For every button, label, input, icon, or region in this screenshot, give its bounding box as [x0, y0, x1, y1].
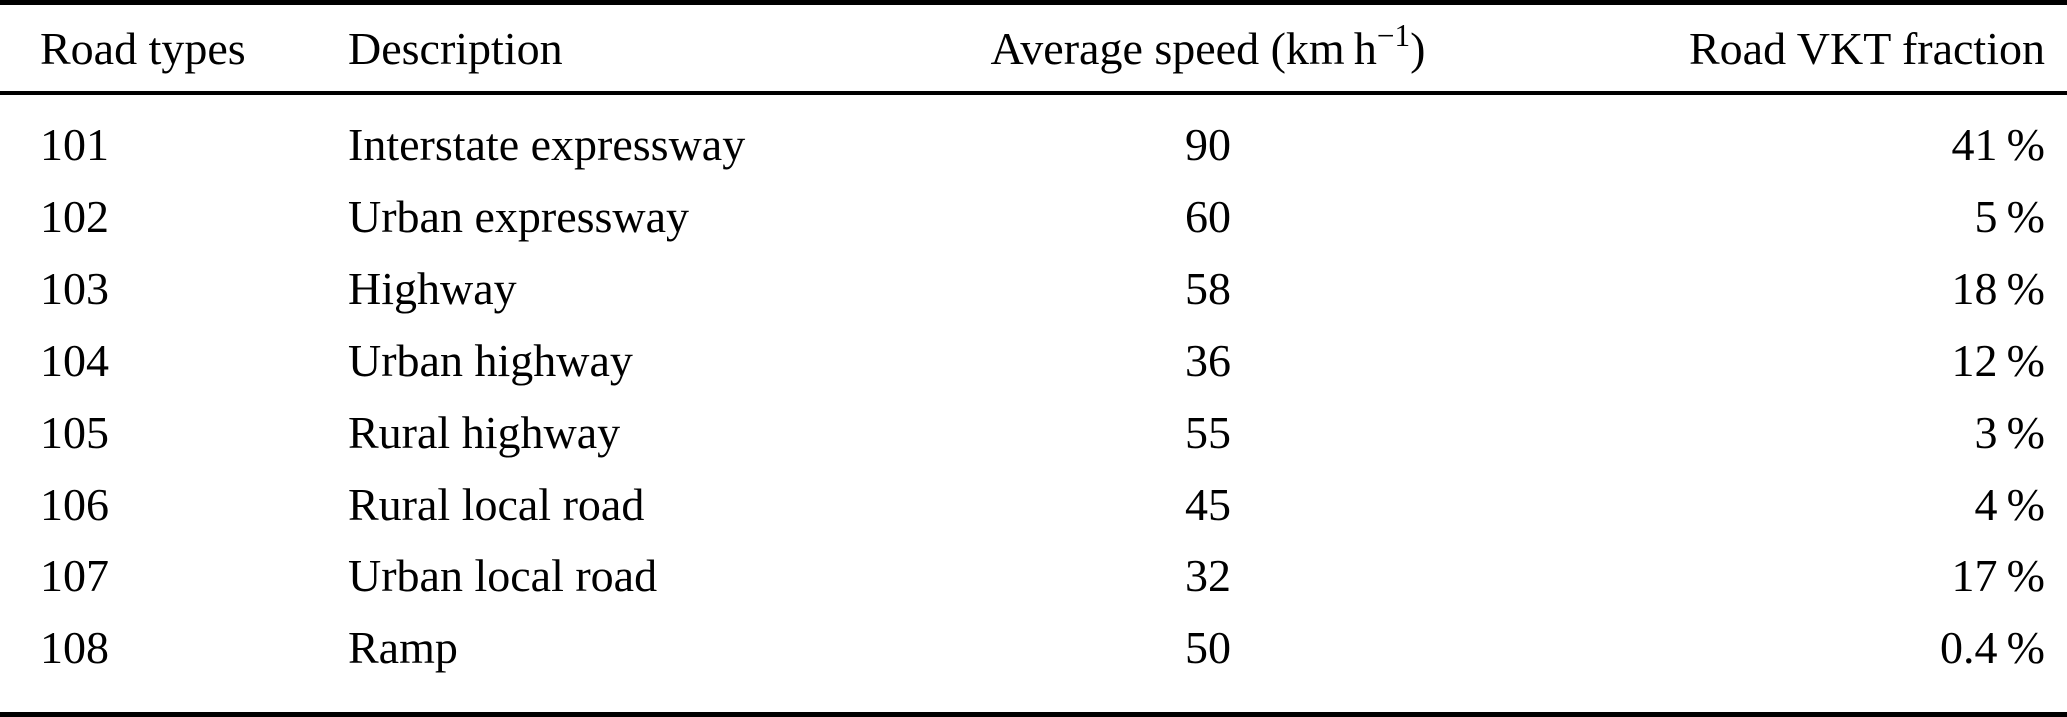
table-row: 103 Highway 58 18 %	[0, 253, 2067, 325]
cell-road-type: 105	[40, 406, 109, 458]
table-row: 108 Ramp 50 0.4 %	[0, 612, 2067, 715]
avg-speed-header-suffix: )	[1410, 22, 1426, 74]
table-row: 107 Urban local road 32 17 %	[0, 540, 2067, 612]
cell-description: Rural local road	[348, 478, 645, 530]
cell-road-type: 101	[40, 119, 109, 171]
avg-speed-header-prefix: Average speed (km h	[990, 22, 1377, 74]
cell-vkt-fraction: 4 %	[1974, 478, 2045, 530]
table-body: 101 Interstate expressway 90 41 % 102 Ur…	[0, 93, 2067, 715]
cell-average-speed: 90	[1185, 119, 1231, 171]
cell-average-speed: 32	[1185, 550, 1231, 602]
cell-average-speed: 55	[1185, 406, 1231, 458]
cell-vkt-fraction: 12 %	[1951, 334, 2045, 386]
table-row: 102 Urban expressway 60 5 %	[0, 181, 2067, 253]
cell-average-speed: 45	[1185, 478, 1231, 530]
cell-road-type: 102	[40, 191, 109, 243]
cell-average-speed: 36	[1185, 334, 1231, 386]
cell-vkt-fraction: 17 %	[1951, 550, 2045, 602]
cell-description: Urban expressway	[348, 191, 690, 243]
cell-average-speed: 50	[1185, 622, 1231, 674]
cell-road-type: 103	[40, 263, 109, 315]
column-header-average-speed: Average speed (km h−1)	[923, 2, 1493, 95]
cell-vkt-fraction: 5 %	[1974, 191, 2045, 243]
cell-vkt-fraction: 3 %	[1974, 406, 2045, 458]
column-header-road-types: Road types	[0, 2, 348, 95]
cell-description: Rural highway	[348, 406, 621, 458]
table-row: 101 Interstate expressway 90 41 %	[0, 93, 2067, 181]
cell-vkt-fraction: 41 %	[1951, 119, 2045, 171]
column-header-description: Description	[348, 2, 923, 95]
cell-description: Urban local road	[348, 550, 658, 602]
cell-vkt-fraction: 0.4 %	[1939, 622, 2045, 674]
table-row: 105 Rural highway 55 3 %	[0, 396, 2067, 468]
cell-road-type: 106	[40, 478, 109, 530]
table-header-row: Road types Description Average speed (km…	[0, 2, 2067, 95]
avg-speed-unit-exponent: −1	[1376, 18, 1411, 54]
cell-average-speed: 58	[1185, 263, 1231, 315]
cell-description: Interstate expressway	[348, 119, 746, 171]
cell-description: Urban highway	[348, 334, 633, 386]
cell-road-type: 108	[40, 622, 109, 674]
table-row: 104 Urban highway 36 12 %	[0, 325, 2067, 397]
cell-road-type: 104	[40, 334, 109, 386]
cell-description: Highway	[348, 263, 517, 315]
cell-description: Ramp	[348, 622, 458, 674]
table-row: 106 Rural local road 45 4 %	[0, 468, 2067, 540]
cell-average-speed: 60	[1185, 191, 1231, 243]
cell-vkt-fraction: 18 %	[1951, 263, 2045, 315]
cell-road-type: 107	[40, 550, 109, 602]
column-header-road-vkt-fraction: Road VKT fraction	[1493, 2, 2067, 95]
